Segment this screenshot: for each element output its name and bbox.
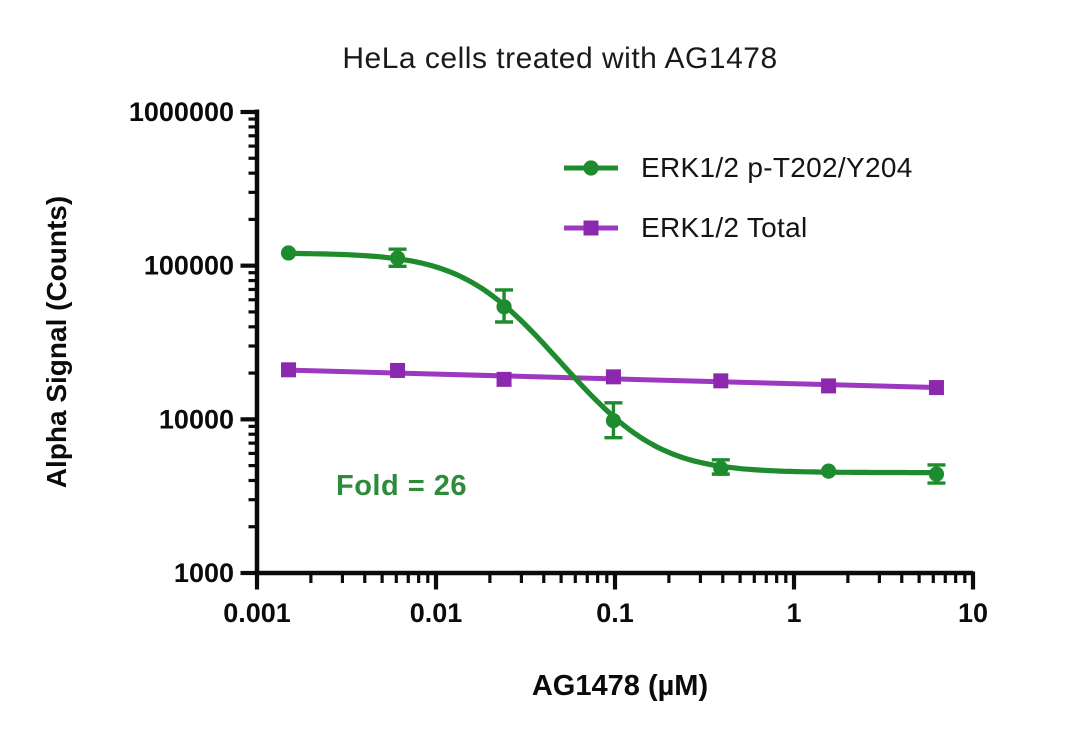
data-point-marker (928, 466, 945, 482)
data-point-marker (605, 369, 621, 385)
y-tick-label: 1000 (174, 558, 234, 588)
legend: ERK1/2 p-T202/Y204 ERK1/2 Total (563, 146, 913, 250)
data-point-marker (713, 373, 729, 389)
y-tick-label: 1000000 (129, 97, 234, 127)
fold-annotation: Fold = 26 (336, 470, 468, 502)
data-point-marker (713, 460, 729, 476)
data-point-marker (280, 245, 297, 261)
x-tick-label: 1 (786, 598, 801, 628)
legend-circle-marker-icon (563, 158, 619, 178)
legend-item-label: ERK1/2 p-T202/Y204 (641, 152, 913, 183)
data-point-marker (390, 362, 406, 378)
data-point-marker (928, 380, 944, 396)
data-point-marker (389, 250, 406, 266)
data-point-marker (281, 362, 297, 378)
data-point-marker (496, 299, 512, 315)
data-point-marker (496, 371, 512, 387)
legend-square-marker-icon (563, 218, 619, 238)
data-point-marker (605, 413, 622, 429)
x-tick-label: 0.1 (596, 598, 634, 628)
y-tick-label: 100000 (144, 251, 234, 281)
x-tick-label: 10 (958, 598, 988, 628)
x-tick-label: 0.001 (223, 598, 291, 628)
legend-item-label: ERK1/2 Total (641, 212, 808, 243)
circle-series-swatch-icon (564, 160, 618, 176)
x-tick-label: 0.01 (410, 598, 463, 628)
legend-item-perk: ERK1/2 p-T202/Y204 (563, 146, 913, 190)
data-point-marker (821, 378, 837, 394)
legend-item-total: ERK1/2 Total (563, 206, 913, 250)
fit-curve-perk (285, 250, 940, 476)
data-point-marker (820, 463, 837, 479)
y-tick-label: 10000 (159, 404, 234, 434)
square-series-swatch-icon (564, 220, 618, 236)
x-axis-title: AG1478 (µM) (531, 670, 709, 702)
chart-title: HeLa cells treated with AG1478 (342, 42, 778, 75)
